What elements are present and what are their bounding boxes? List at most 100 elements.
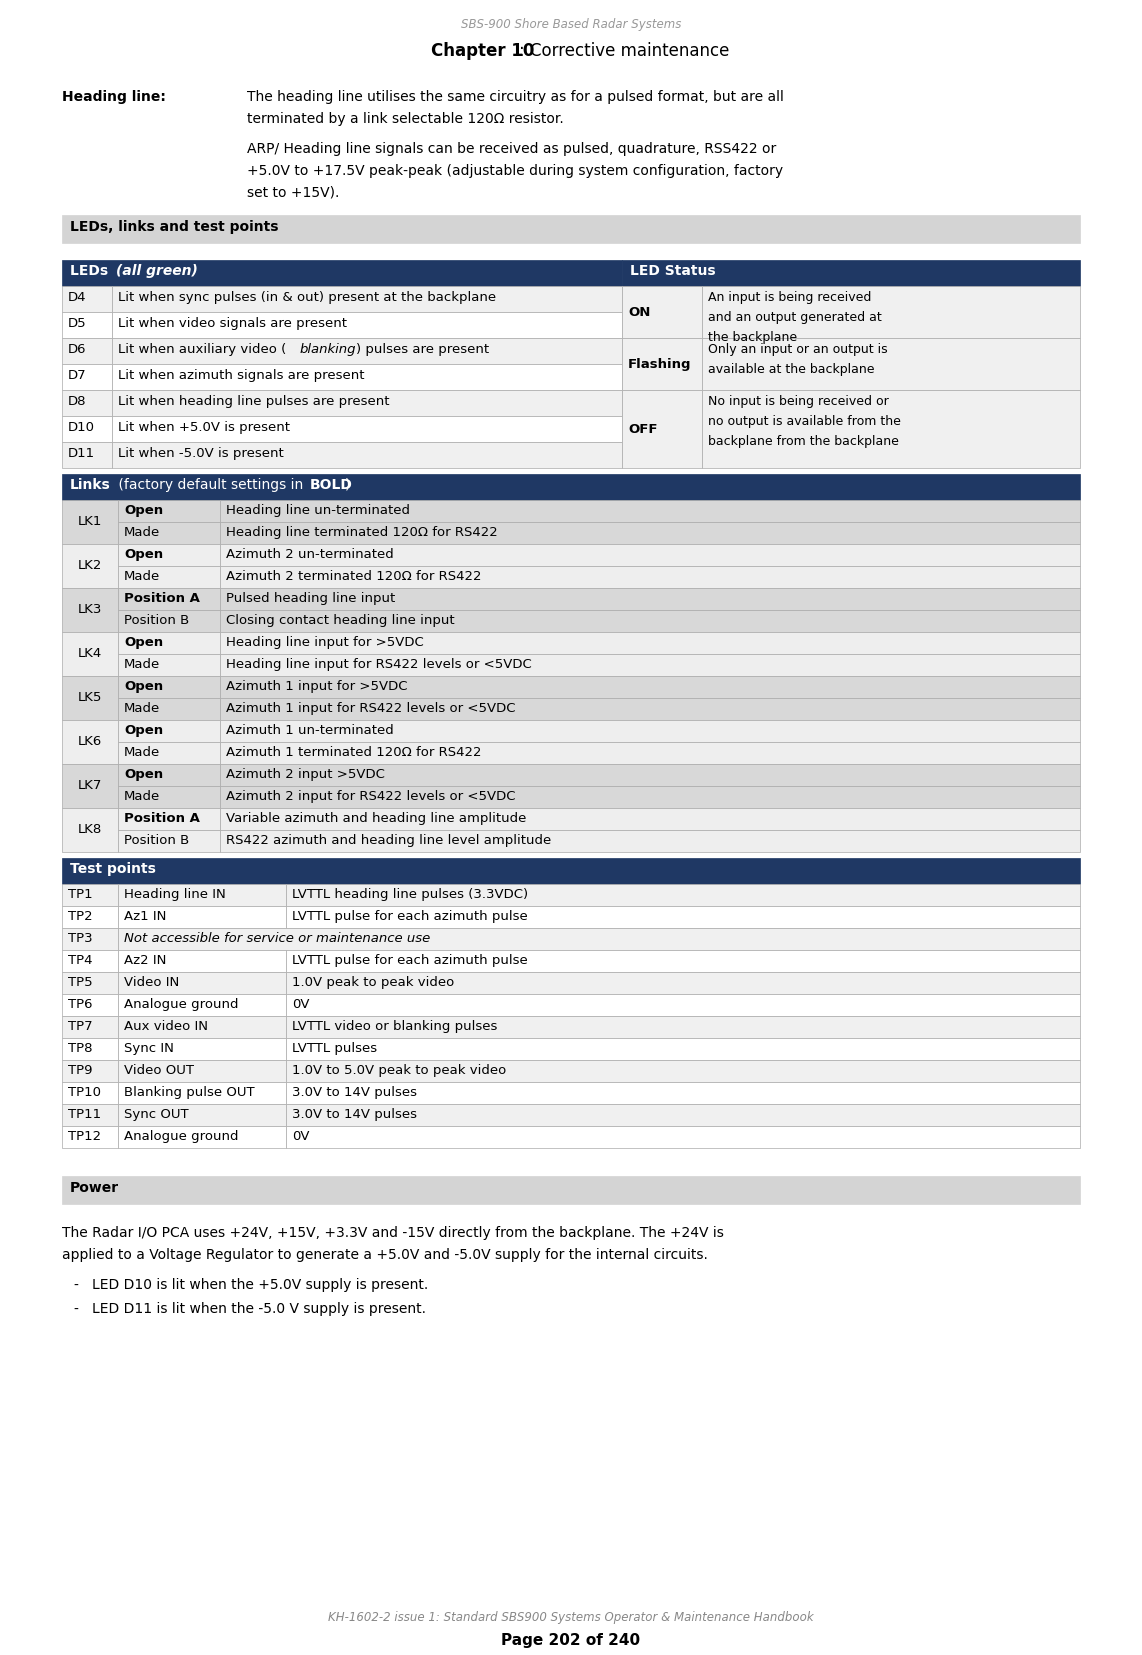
Bar xyxy=(118,1082,286,1104)
Text: TP5: TP5 xyxy=(69,976,93,990)
Bar xyxy=(62,1082,118,1104)
Bar xyxy=(62,1059,118,1082)
Bar xyxy=(622,391,702,468)
Text: Az2 IN: Az2 IN xyxy=(124,953,167,967)
Text: ): ) xyxy=(345,478,351,492)
Text: ON: ON xyxy=(628,306,651,319)
Text: The Radar I/O PCA uses +24V, +15V, +3.3V and -15V directly from the backplane. T: The Radar I/O PCA uses +24V, +15V, +3.3V… xyxy=(62,1226,724,1240)
Bar xyxy=(220,831,1080,852)
Bar xyxy=(220,544,1080,566)
Text: the backplane: the backplane xyxy=(708,331,797,344)
Bar xyxy=(62,632,118,675)
Bar xyxy=(62,1104,118,1125)
Text: Azimuth 1 input for RS422 levels or <5VDC: Azimuth 1 input for RS422 levels or <5VD… xyxy=(226,702,515,715)
Bar xyxy=(62,884,118,905)
Text: LVTTL video or blanking pulses: LVTTL video or blanking pulses xyxy=(292,1019,498,1033)
Bar xyxy=(286,950,1080,971)
Bar xyxy=(220,500,1080,521)
Text: blanking: blanking xyxy=(300,343,356,356)
Text: Position B: Position B xyxy=(124,614,190,627)
Bar xyxy=(286,1038,1080,1059)
Bar xyxy=(62,442,112,468)
Text: BOLD: BOLD xyxy=(309,478,353,492)
Text: (all green): (all green) xyxy=(116,265,198,278)
Text: Only an input or an output is: Only an input or an output is xyxy=(708,343,887,356)
Text: Lit when azimuth signals are present: Lit when azimuth signals are present xyxy=(118,369,364,382)
Text: LEDs: LEDs xyxy=(70,265,113,278)
Bar xyxy=(286,971,1080,995)
Text: Lit when sync pulses (in & out) present at the backplane: Lit when sync pulses (in & out) present … xyxy=(118,291,496,305)
Bar xyxy=(62,1177,1080,1203)
Text: Video IN: Video IN xyxy=(124,976,179,990)
Bar xyxy=(220,765,1080,786)
Bar xyxy=(220,588,1080,611)
Text: Sync IN: Sync IN xyxy=(124,1043,174,1054)
Text: Test points: Test points xyxy=(70,862,155,875)
Text: Lit when auxiliary video (: Lit when auxiliary video ( xyxy=(118,343,287,356)
Text: Lit when video signals are present: Lit when video signals are present xyxy=(118,318,347,329)
Bar xyxy=(112,415,622,442)
Text: available at the backplane: available at the backplane xyxy=(708,362,875,376)
Bar xyxy=(112,364,622,391)
Text: LVTTL pulse for each azimuth pulse: LVTTL pulse for each azimuth pulse xyxy=(292,953,528,967)
Text: Azimuth 2 terminated 120Ω for RS422: Azimuth 2 terminated 120Ω for RS422 xyxy=(226,569,482,583)
Text: No input is being received or: No input is being received or xyxy=(708,396,888,409)
Text: set to +15V).: set to +15V). xyxy=(247,185,339,200)
Text: +5.0V to +17.5V peak-peak (adjustable during system configuration, factory: +5.0V to +17.5V peak-peak (adjustable du… xyxy=(247,164,783,179)
Text: Analogue ground: Analogue ground xyxy=(124,1130,239,1144)
Text: Heading line input for >5VDC: Heading line input for >5VDC xyxy=(226,636,424,649)
Text: LVTTL pulses: LVTTL pulses xyxy=(292,1043,377,1054)
Text: Chapter 10: Chapter 10 xyxy=(431,41,534,60)
Text: Made: Made xyxy=(124,526,160,540)
Text: Heading line input for RS422 levels or <5VDC: Heading line input for RS422 levels or <… xyxy=(226,659,532,670)
Text: Made: Made xyxy=(124,789,160,803)
Text: Open: Open xyxy=(124,768,163,781)
Text: Variable azimuth and heading line amplitude: Variable azimuth and heading line amplit… xyxy=(226,813,526,824)
Text: Closing contact heading line input: Closing contact heading line input xyxy=(226,614,455,627)
Text: TP2: TP2 xyxy=(69,910,93,923)
Text: Azimuth 1 input for >5VDC: Azimuth 1 input for >5VDC xyxy=(226,680,408,693)
Text: Position A: Position A xyxy=(124,813,200,824)
Text: LVTTL pulse for each azimuth pulse: LVTTL pulse for each azimuth pulse xyxy=(292,910,528,923)
Text: : Corrective maintenance: : Corrective maintenance xyxy=(518,41,730,60)
Bar xyxy=(286,1082,1080,1104)
Text: Analogue ground: Analogue ground xyxy=(124,998,239,1011)
Bar xyxy=(118,521,220,544)
Text: Lit when heading line pulses are present: Lit when heading line pulses are present xyxy=(118,396,389,409)
Text: Position B: Position B xyxy=(124,834,190,847)
Bar xyxy=(220,611,1080,632)
Bar xyxy=(622,338,702,391)
Bar xyxy=(118,1038,286,1059)
Text: Azimuth 1 terminated 120Ω for RS422: Azimuth 1 terminated 120Ω for RS422 xyxy=(226,746,482,760)
Bar xyxy=(62,215,1080,243)
Bar xyxy=(286,1104,1080,1125)
Text: TP11: TP11 xyxy=(69,1107,102,1120)
Text: Heading line un-terminated: Heading line un-terminated xyxy=(226,505,410,516)
Text: Blanking pulse OUT: Blanking pulse OUT xyxy=(124,1086,255,1099)
Bar xyxy=(62,971,118,995)
Bar xyxy=(286,995,1080,1016)
Bar xyxy=(62,473,1080,500)
Bar xyxy=(702,338,1080,391)
Text: Heading line terminated 120Ω for RS422: Heading line terminated 120Ω for RS422 xyxy=(226,526,498,540)
Text: LVTTL heading line pulses (3.3VDC): LVTTL heading line pulses (3.3VDC) xyxy=(292,889,528,900)
Text: LK7: LK7 xyxy=(78,780,102,793)
Bar xyxy=(702,391,1080,468)
Text: KH-1602-2 issue 1: Standard SBS900 Systems Operator & Maintenance Handbook: KH-1602-2 issue 1: Standard SBS900 Syste… xyxy=(328,1610,814,1624)
Text: Azimuth 2 un-terminated: Azimuth 2 un-terminated xyxy=(226,548,394,561)
Bar xyxy=(702,286,1080,338)
Bar xyxy=(62,720,118,765)
Text: TP12: TP12 xyxy=(69,1130,102,1144)
Text: Page 202 of 240: Page 202 of 240 xyxy=(501,1633,641,1648)
Text: Flashing: Flashing xyxy=(628,357,692,371)
Bar xyxy=(220,521,1080,544)
Text: TP3: TP3 xyxy=(69,932,93,945)
Bar xyxy=(62,260,622,286)
Bar xyxy=(62,544,118,588)
Text: -   LED D11 is lit when the -5.0 V supply is present.: - LED D11 is lit when the -5.0 V supply … xyxy=(74,1302,426,1316)
Bar xyxy=(62,391,112,415)
Text: Sync OUT: Sync OUT xyxy=(124,1107,188,1120)
Text: Heading line IN: Heading line IN xyxy=(124,889,226,900)
Text: ARP/ Heading line signals can be received as pulsed, quadrature, RSS422 or: ARP/ Heading line signals can be receive… xyxy=(247,142,777,156)
Bar xyxy=(118,995,286,1016)
